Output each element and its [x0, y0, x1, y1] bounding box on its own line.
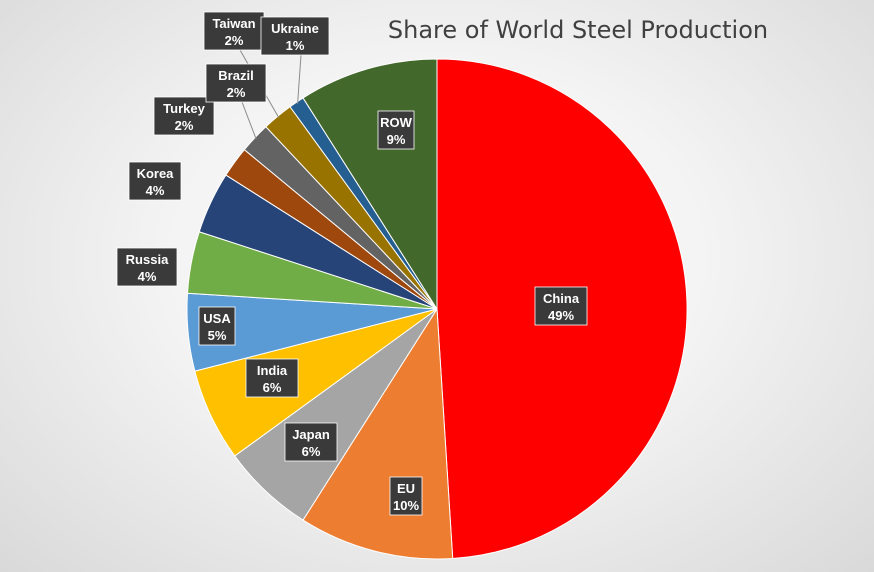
data-label-category: Brazil — [218, 68, 253, 83]
data-label-china: China 49% — [534, 286, 588, 326]
data-label-box — [534, 286, 588, 326]
data-label-percent: 4% — [146, 183, 165, 198]
data-label-ukraine: Ukraine 1% — [260, 16, 330, 56]
data-label-category: Russia — [126, 252, 169, 267]
data-label-box — [389, 476, 423, 516]
data-label-russia: Russia 4% — [116, 247, 178, 287]
data-label-category: China — [543, 291, 580, 306]
data-label-box — [245, 358, 299, 398]
data-label-eu: EU 10% — [389, 476, 423, 516]
data-label-category: ROW — [380, 115, 413, 130]
data-label-percent: 4% — [138, 269, 157, 284]
data-label-brazil: Brazil 2% — [205, 63, 267, 103]
data-label-usa: USA 5% — [198, 306, 236, 346]
data-label-percent: 1% — [286, 38, 305, 53]
data-label-percent: 10% — [393, 498, 419, 513]
data-label-box — [198, 306, 236, 346]
data-label-percent: 6% — [263, 380, 282, 395]
data-label-box — [203, 11, 265, 51]
data-label-box — [260, 16, 330, 56]
data-label-india: India 6% — [245, 358, 299, 398]
data-label-row: ROW 9% — [377, 110, 415, 150]
data-label-percent: 2% — [225, 33, 244, 48]
data-label-percent: 2% — [227, 85, 246, 100]
data-label-box — [205, 63, 267, 103]
leader-line-ukraine — [297, 54, 302, 104]
data-label-percent: 6% — [302, 444, 321, 459]
data-label-korea: Korea 4% — [128, 161, 182, 201]
data-label-box — [116, 247, 178, 287]
chart-title: Share of World Steel Production — [388, 16, 768, 44]
data-label-japan: Japan 6% — [284, 422, 338, 462]
data-label-category: Korea — [137, 166, 175, 181]
data-label-box — [153, 96, 215, 136]
data-label-box — [128, 161, 182, 201]
data-label-turkey: Turkey 2% — [153, 96, 215, 136]
data-label-box — [284, 422, 338, 462]
data-label-percent: 49% — [548, 308, 574, 323]
data-label-percent: 5% — [208, 328, 227, 343]
data-label-category: EU — [397, 481, 415, 496]
data-label-box — [377, 110, 415, 150]
data-label-category: India — [257, 363, 288, 378]
data-labels: China 49% EU 10% Japan 6% India 6% USA 5% Russia 4%… — [116, 11, 588, 516]
leader-line-brazil — [241, 101, 257, 140]
data-label-percent: 9% — [387, 132, 406, 147]
data-label-category: Taiwan — [212, 16, 255, 31]
data-label-category: USA — [203, 311, 231, 326]
data-label-percent: 2% — [175, 118, 194, 133]
pie-slices — [186, 58, 688, 560]
data-label-taiwan: Taiwan 2% — [203, 11, 265, 51]
data-label-category: Ukraine — [271, 21, 319, 36]
data-label-category: Turkey — [163, 101, 205, 116]
data-label-category: Japan — [292, 427, 330, 442]
